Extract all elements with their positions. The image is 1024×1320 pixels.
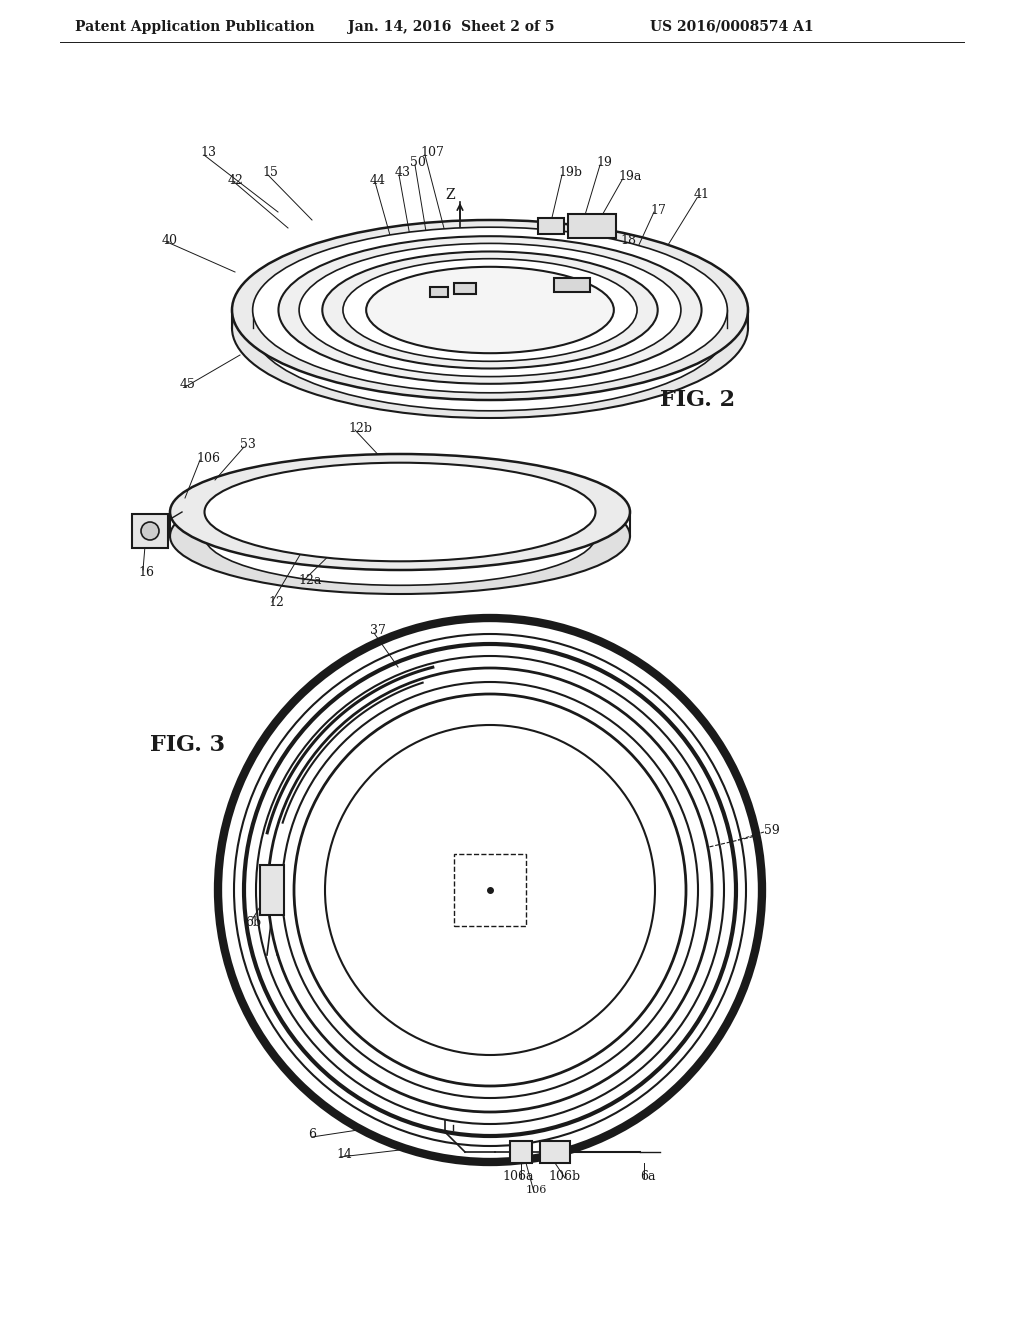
Text: 16: 16 [138, 565, 154, 578]
Text: 45: 45 [180, 379, 196, 392]
Text: 106b: 106b [548, 1171, 581, 1184]
Circle shape [141, 521, 159, 540]
Text: 12a: 12a [298, 573, 322, 586]
Text: 19b: 19b [558, 165, 582, 178]
Text: 12: 12 [268, 595, 284, 609]
Text: 43: 43 [395, 165, 411, 178]
Text: FIG. 3: FIG. 3 [150, 734, 225, 756]
Text: 19a: 19a [618, 170, 641, 183]
Text: 13: 13 [200, 145, 216, 158]
Text: 50: 50 [410, 156, 426, 169]
Ellipse shape [253, 246, 727, 411]
Ellipse shape [294, 694, 686, 1086]
Text: Patent Application Publication: Patent Application Publication [75, 20, 314, 34]
Ellipse shape [170, 478, 630, 594]
Bar [568, 214, 616, 238]
Ellipse shape [299, 243, 681, 376]
Text: 106: 106 [196, 451, 220, 465]
Ellipse shape [232, 220, 748, 400]
Ellipse shape [218, 618, 762, 1162]
Text: FIG. 2: FIG. 2 [660, 389, 735, 411]
Text: 18: 18 [620, 234, 636, 247]
Text: 59: 59 [764, 824, 779, 837]
Text: 19: 19 [596, 156, 612, 169]
Text: 44: 44 [370, 173, 386, 186]
Bar [260, 865, 284, 915]
Ellipse shape [325, 725, 655, 1055]
Text: 106: 106 [526, 1185, 548, 1195]
Ellipse shape [323, 252, 657, 368]
Text: 40: 40 [162, 234, 178, 247]
Text: 6: 6 [308, 1129, 316, 1142]
Text: Z: Z [445, 187, 455, 202]
Text: Jan. 14, 2016  Sheet 2 of 5: Jan. 14, 2016 Sheet 2 of 5 [348, 20, 555, 34]
Text: 41: 41 [694, 189, 710, 202]
Text: 17: 17 [650, 203, 666, 216]
Ellipse shape [205, 463, 596, 561]
Text: 53: 53 [240, 437, 256, 450]
Ellipse shape [367, 267, 613, 354]
Ellipse shape [268, 668, 712, 1111]
Text: 42: 42 [228, 173, 244, 186]
Bar [454, 854, 526, 927]
Bar [540, 1140, 570, 1163]
Ellipse shape [170, 454, 630, 570]
Text: 14: 14 [336, 1148, 352, 1162]
Ellipse shape [256, 656, 724, 1125]
Ellipse shape [232, 238, 748, 418]
Bar [132, 513, 168, 548]
Text: 15: 15 [262, 165, 278, 178]
Ellipse shape [253, 227, 727, 393]
Text: 6b: 6b [245, 916, 261, 928]
Text: 106a: 106a [502, 1171, 534, 1184]
Ellipse shape [279, 236, 701, 384]
Bar [510, 1140, 532, 1163]
Text: US 2016/0008574 A1: US 2016/0008574 A1 [650, 20, 814, 34]
Ellipse shape [282, 682, 698, 1098]
Bar [454, 282, 476, 294]
Bar [430, 286, 449, 297]
Ellipse shape [244, 644, 736, 1137]
Text: 107: 107 [420, 145, 443, 158]
Text: 12b: 12b [348, 421, 372, 434]
Bar [538, 218, 564, 234]
Ellipse shape [205, 487, 596, 585]
Text: 6a: 6a [640, 1171, 655, 1184]
Ellipse shape [234, 634, 746, 1146]
Bar [554, 279, 590, 292]
Text: 37: 37 [370, 623, 386, 636]
Ellipse shape [343, 259, 637, 362]
